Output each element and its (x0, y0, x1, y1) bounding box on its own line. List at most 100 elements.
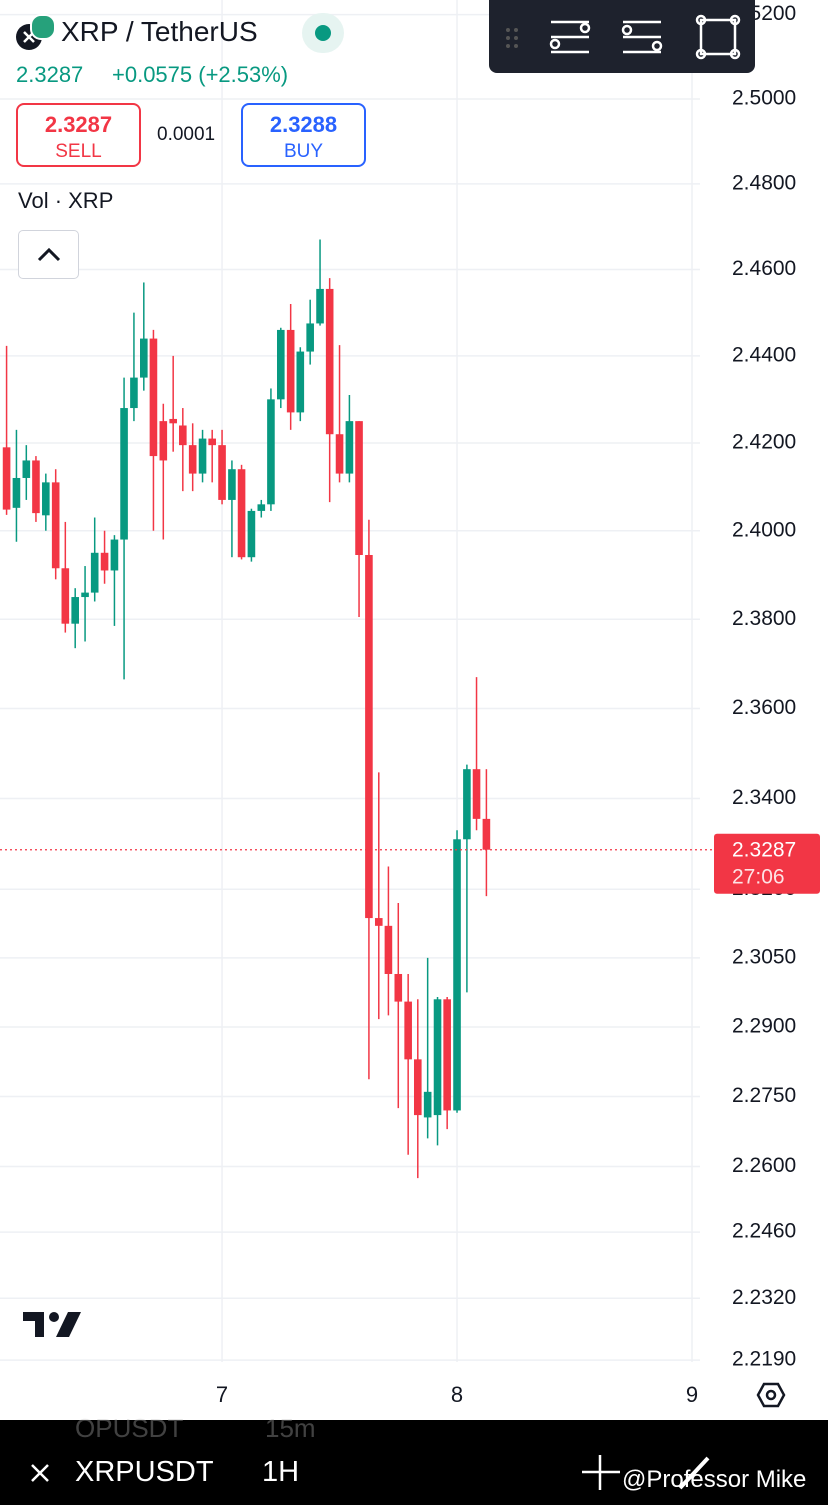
candle-body (472, 769, 481, 819)
candle-body (413, 1059, 422, 1116)
tool-icon[interactable] (621, 20, 663, 54)
candle-body (71, 597, 79, 624)
watermark: @Professor Mike (622, 1466, 807, 1493)
y-tick-label: 2.3800 (732, 607, 796, 630)
candle-body (51, 482, 60, 569)
y-tick-label: 2.4400 (732, 343, 796, 366)
settings-dot (765, 1389, 777, 1401)
y-tick-label: 2.4800 (732, 171, 796, 194)
y-tick-label: 2.3050 (732, 945, 796, 968)
candle-body (198, 438, 207, 474)
bottom-bar (0, 1420, 828, 1505)
candle-body (276, 329, 285, 400)
candle-body (335, 434, 344, 474)
candle-body (286, 329, 295, 413)
toolbar-icons (506, 14, 741, 60)
y-tick-label: 2.4000 (732, 518, 796, 541)
settings-hexagon (756, 1382, 786, 1408)
y-tick-label: 2.2900 (732, 1015, 796, 1038)
y-tick-label: 2.5000 (732, 87, 796, 110)
candle-body (355, 421, 363, 555)
tool-icon[interactable] (549, 20, 591, 54)
y-tick-label: 2.4200 (732, 431, 796, 454)
drag-handle (506, 28, 518, 48)
market-status (302, 13, 344, 53)
last-price-label: 2.3287 (732, 838, 796, 861)
candle-body (443, 999, 451, 1111)
x-tick-label: 7 (216, 1382, 228, 1407)
price-change: +0.0575 (+2.53%) (112, 62, 289, 87)
grid (0, 0, 700, 1362)
y-tick-label: 2.4600 (732, 257, 796, 280)
candle-body (159, 421, 168, 461)
candle-body (42, 482, 50, 516)
candle-body (267, 399, 275, 505)
buy-price: 2.3288 (269, 112, 338, 137)
candle-body (257, 504, 266, 511)
candle-body (247, 510, 256, 558)
tv-logo (23, 1312, 81, 1337)
candle-body (90, 552, 99, 593)
candle-body (100, 552, 109, 571)
sell-price: 2.3287 (44, 112, 113, 137)
y-tick-label: 2.3400 (732, 786, 796, 809)
collapse-button[interactable] (18, 230, 79, 279)
tether-icon (30, 14, 56, 40)
candle-body (463, 769, 471, 840)
candle-body (110, 539, 119, 571)
status-dot (315, 25, 331, 41)
footer-symbol[interactable]: XRPUSDT (75, 1456, 214, 1488)
last-price: 2.3287 (16, 62, 84, 87)
y-tick-label: 2.2750 (732, 1084, 796, 1107)
candle-body (169, 418, 177, 424)
countdown-label: 27:06 (732, 865, 785, 888)
x-tick-label: 9 (686, 1382, 698, 1407)
ghost-interval: 15m (265, 1413, 316, 1443)
pencil-icon[interactable] (672, 1448, 722, 1498)
plot (2, 239, 491, 1179)
x-tick-label: 8 (451, 1382, 463, 1407)
candle-body (130, 377, 138, 409)
candle-body (61, 568, 70, 624)
settings-icon[interactable] (756, 1382, 786, 1408)
close-symbol[interactable] (25, 1458, 55, 1488)
candle-body (384, 925, 393, 974)
y-tick-label: 2.2460 (732, 1220, 796, 1243)
buy-button[interactable]: 2.3288 BUY (241, 103, 366, 167)
candle-body (2, 447, 11, 510)
sell-button[interactable]: 2.3287 SELL (16, 103, 141, 167)
candle-body (228, 469, 236, 500)
candle-body (149, 338, 158, 457)
candle-body (32, 460, 40, 514)
candle-body (433, 999, 442, 1116)
candle-body (237, 469, 246, 558)
spread: 0.0001 (157, 124, 216, 145)
candle-body (140, 338, 148, 378)
last-price-tag (714, 833, 820, 894)
candle-body (306, 323, 314, 352)
candle-body (325, 288, 334, 435)
volume-label: Vol · XRP (18, 188, 114, 213)
candle-body (404, 1001, 412, 1060)
candle-body (345, 421, 354, 474)
candle-body (218, 445, 226, 500)
candle-body (374, 918, 383, 926)
candle-body (12, 477, 21, 508)
y-tick-label: 2.2190 (732, 1348, 796, 1371)
y-tick-label: 2.3600 (732, 696, 796, 719)
candle-body (22, 460, 31, 478)
ghost-symbol: OPUSDT (75, 1413, 184, 1443)
candle-body (423, 1091, 432, 1118)
sell-label: SELL (55, 141, 102, 162)
tool-icon[interactable] (695, 14, 741, 60)
candle-body (81, 592, 89, 598)
candle-body (316, 288, 324, 324)
y-tick-label: 2.2600 (732, 1154, 796, 1177)
y-tick-label: 2.2320 (732, 1286, 796, 1309)
footer-interval[interactable]: 1H (262, 1456, 300, 1488)
candle-body (120, 408, 128, 540)
crosshair-icon[interactable] (580, 1450, 630, 1500)
candle-body (188, 445, 197, 474)
